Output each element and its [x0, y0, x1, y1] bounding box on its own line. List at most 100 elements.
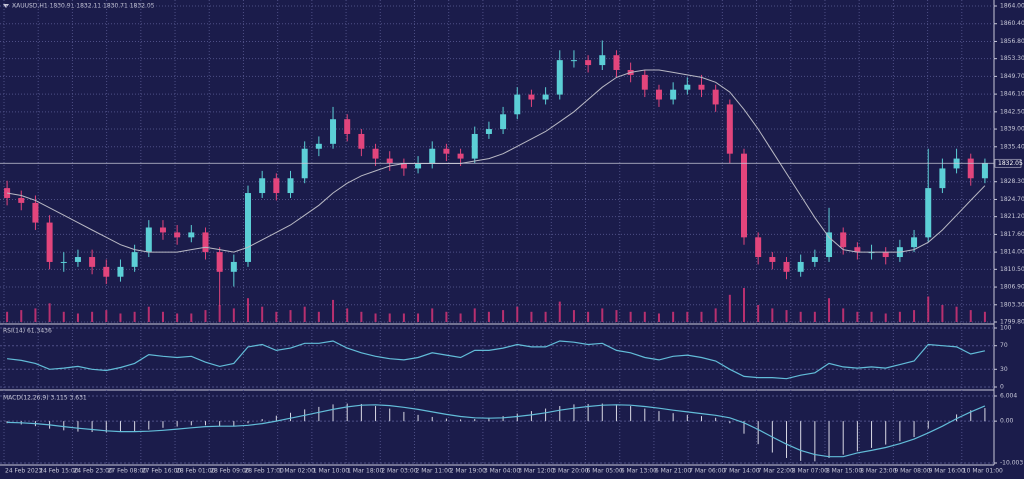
- macd-bar: [899, 421, 901, 442]
- candle-body: [755, 237, 762, 258]
- candle-body: [259, 178, 266, 194]
- volume-bar: [743, 288, 745, 322]
- candle-body: [457, 153, 464, 159]
- macd-bar: [984, 408, 986, 422]
- y-tick-label: 1803.30: [1000, 301, 1024, 308]
- macd-bar: [672, 413, 674, 422]
- candle-body: [528, 94, 535, 100]
- candle-body: [89, 257, 96, 267]
- volume-bar: [247, 298, 249, 322]
- macd-bar: [105, 421, 107, 433]
- volume-bar: [218, 305, 221, 322]
- macd-bar: [233, 421, 235, 427]
- candle-body: [868, 252, 875, 254]
- x-tick-label: 8 Mar 23:00: [860, 468, 896, 475]
- volume-bar: [672, 311, 675, 322]
- y-tick-label: 1828.30: [1000, 178, 1024, 185]
- volume-bar: [275, 311, 278, 322]
- candle-body: [330, 119, 337, 144]
- macd-bar: [956, 414, 958, 422]
- candle-body: [372, 148, 379, 159]
- x-tick-label: 27 Feb 16:00: [142, 468, 182, 475]
- volume-bar: [34, 308, 37, 322]
- x-tick-label: 28 Feb 01:00: [176, 468, 216, 475]
- volume-bar: [431, 308, 434, 322]
- volume-bar: [105, 310, 108, 322]
- volume-bar: [969, 310, 972, 322]
- macd-signal-line: [7, 404, 986, 458]
- macd-bar: [856, 421, 858, 452]
- x-tick-label: 9 Mar 16:00: [929, 468, 965, 475]
- candle-body: [585, 60, 592, 66]
- y-tick-label: 0.00: [1000, 418, 1014, 425]
- x-tick-label: 3 Mar 04:00: [484, 468, 520, 475]
- candle-body: [811, 257, 818, 262]
- volume-bar: [870, 311, 873, 322]
- y-tick-label: 1856.80: [1000, 38, 1024, 45]
- candle-body: [174, 232, 181, 238]
- y-tick-label: 30: [1000, 366, 1008, 373]
- x-tick-label: 28 Feb 09:00: [210, 468, 250, 475]
- macd-bar: [970, 410, 972, 422]
- candle-body: [216, 252, 223, 272]
- y-tick-label: -10.003: [1000, 460, 1023, 467]
- macd-bar: [91, 421, 93, 433]
- volume-bar: [204, 310, 207, 322]
- y-tick-label: 1839.00: [1000, 126, 1024, 133]
- macd-bar: [403, 411, 405, 422]
- macd-bar: [204, 421, 206, 426]
- macd-bar: [190, 421, 192, 426]
- volume-bar: [303, 306, 306, 322]
- y-tick-label: 1814.00: [1000, 249, 1024, 256]
- macd-bar: [658, 411, 660, 422]
- candle-body: [485, 129, 492, 134]
- candle-body: [230, 261, 237, 272]
- x-tick-label: 7 Mar 14:00: [723, 468, 759, 475]
- candle-body: [599, 55, 606, 66]
- candle-body: [613, 55, 620, 70]
- macd-bar: [445, 418, 447, 422]
- macd-bar: [6, 421, 8, 424]
- moving-average: [7, 69, 986, 253]
- candle-body: [358, 133, 365, 149]
- candle-body: [103, 266, 110, 277]
- macd-bar: [275, 415, 277, 422]
- y-tick-label: 1842.50: [1000, 108, 1024, 115]
- macd-bar: [261, 419, 263, 422]
- macd-bar: [502, 416, 504, 422]
- macd-bar: [460, 419, 462, 422]
- chart-title: XAUUSD,H1 1830.91 1832.11 1830.71 1832.0…: [12, 3, 155, 10]
- volume-bar: [161, 311, 164, 322]
- macd-bar: [587, 403, 589, 422]
- candle-body: [159, 227, 166, 233]
- x-tick-label: 6 Mar 05:00: [587, 468, 623, 475]
- volume-bar: [487, 311, 490, 322]
- macd-bar: [290, 412, 292, 422]
- volume-bar: [842, 308, 845, 322]
- candle-body: [840, 232, 847, 248]
- volume-bar: [502, 310, 505, 322]
- macd-bar: [814, 421, 816, 462]
- candle-body: [670, 89, 677, 100]
- rsi-title: RSI(14) 61.3436: [3, 328, 52, 335]
- candle-body: [826, 232, 833, 258]
- candle-body: [415, 163, 422, 169]
- y-tick-label: 1835.40: [1000, 143, 1024, 150]
- volume-bar: [388, 313, 391, 322]
- price-tag: [994, 158, 1022, 168]
- candle-body: [514, 94, 521, 115]
- candle-body: [981, 163, 988, 179]
- candle-body: [245, 193, 251, 262]
- volume-bar: [332, 299, 335, 322]
- volume-bar: [6, 311, 9, 322]
- volume-bar: [629, 311, 632, 322]
- x-tick-label: 8 Mar 15:00: [826, 468, 862, 475]
- y-tick-label: 1864.00: [1000, 3, 1024, 10]
- volume-bar: [317, 311, 320, 322]
- volume-bar: [785, 310, 788, 322]
- volume-bar: [714, 308, 717, 322]
- volume-bar: [530, 311, 533, 322]
- volume-bar: [346, 308, 349, 322]
- x-tick-label: 28 Feb 17:00: [244, 468, 284, 475]
